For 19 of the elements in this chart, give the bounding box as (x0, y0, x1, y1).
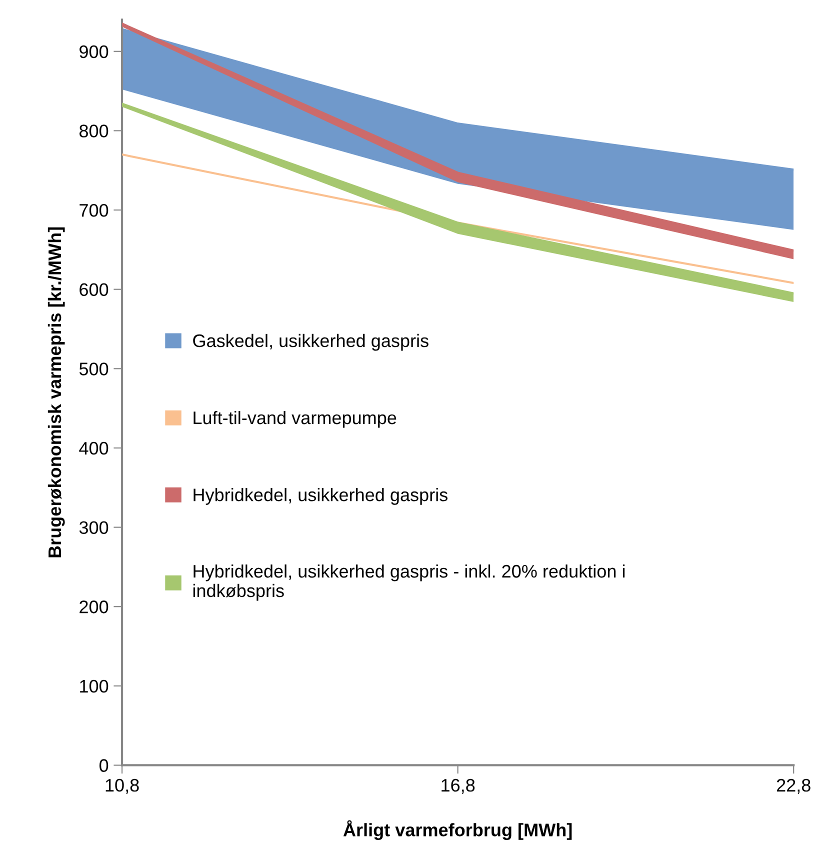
y-axis-title: Brugerøkonomisk varmepris [kr./MWh] (48, 227, 65, 558)
x-tick-label: 10,8 (106, 778, 139, 794)
y-tick-label: 900 (80, 45, 108, 58)
y-tick-label: 100 (80, 680, 108, 693)
y-tick-label: 200 (80, 600, 108, 614)
y-tick-label: 600 (80, 283, 108, 296)
legend-label: Luft-til-vand varmepumpe (194, 410, 396, 428)
legend-label: Gaskedel, usikkerhed gaspris (193, 334, 428, 351)
y-tick-label: 700 (80, 204, 108, 217)
legend-label: Hybridkedel, usikkerhed gaspris - inkl. 20% reduktion i indkøbspris (193, 564, 625, 601)
legend-label: Hybridkedel, usikkerhed gaspris (194, 488, 448, 505)
x-tick-label: 22,8 (776, 778, 810, 794)
x-axis-title: Årligt varmeforbrug [MWh] (343, 820, 572, 840)
y-tick-label: 800 (80, 124, 108, 138)
y-tick-label: 0 (100, 759, 108, 772)
y-tick-label: 500 (79, 362, 108, 376)
x-tick-label: 16,8 (442, 778, 475, 794)
y-tick-label: 300 (79, 521, 108, 534)
y-tick-label: 400 (79, 442, 108, 455)
